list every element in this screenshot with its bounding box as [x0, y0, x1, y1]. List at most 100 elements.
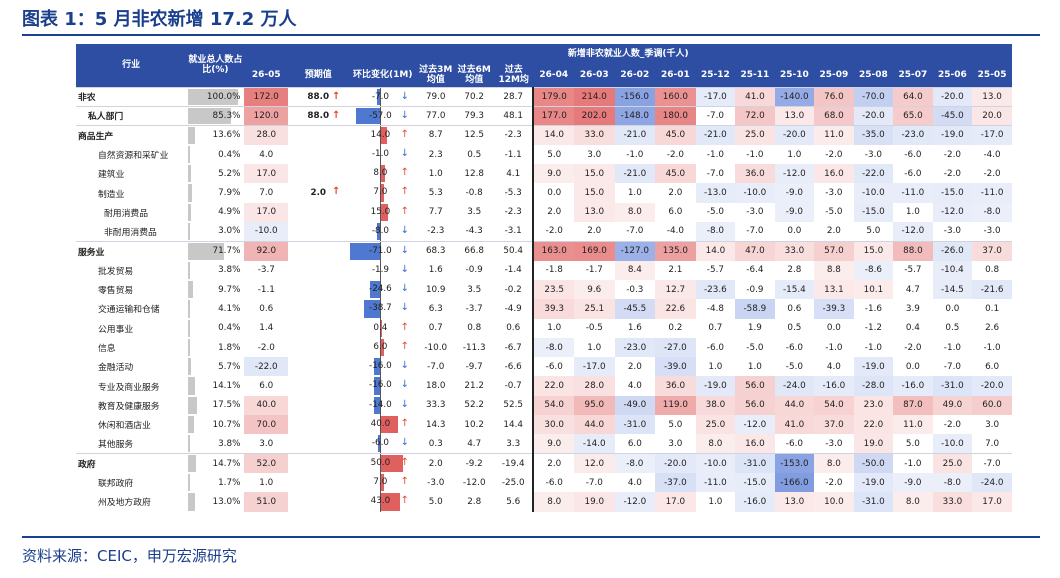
latest-value: 92.0 [244, 240, 289, 261]
mom-axis [380, 88, 382, 106]
top-rule [22, 34, 1040, 36]
latest-value: 1.4 [259, 323, 274, 334]
mom-bar [381, 473, 385, 492]
latest-value: -1.1 [257, 284, 275, 295]
history-value: 23.5 [532, 279, 574, 300]
history-value: -5.7 [904, 265, 922, 276]
mom-bar [381, 184, 385, 202]
history-value: -2.0 [943, 149, 961, 160]
share-value: 4.9% [218, 207, 241, 218]
header-col: 过去12M均 [493, 63, 534, 87]
row-label: 私人部门 [76, 105, 187, 126]
history-value: 163.0 [532, 240, 574, 261]
mom-change-cell: -38.7 ↓ [348, 299, 417, 319]
history-value: -6.0 [785, 342, 803, 353]
history-value: -7.0 [585, 477, 603, 488]
mom-change-cell: 7.0 ↑ [348, 183, 417, 203]
arrow-down-icon: ↓ [400, 282, 410, 294]
history-value: -5.0 [825, 207, 843, 218]
history-value: -15.0 [735, 472, 775, 493]
history-value: -10.4 [932, 260, 973, 280]
row-label: 州及地方政府 [98, 498, 151, 509]
mom-axis [380, 183, 382, 203]
arrow-down-icon: ↓ [400, 147, 410, 159]
history-value: 47.0 [735, 240, 775, 261]
average-m6: 12.5 [454, 125, 494, 145]
arrow-up-icon: ↑ [400, 186, 410, 198]
mom-axis [380, 318, 382, 338]
history-value: -0.5 [585, 323, 603, 334]
arrow-down-icon: ↓ [400, 379, 410, 391]
mom-value: -38.7 [369, 303, 392, 314]
share-cell: 85.3% [186, 105, 245, 126]
table-row: 交通运输和仓储 4.1% 0.6 -38.7 ↓ 6.3 -3.7 -4.9 39.3 25.1-… [76, 299, 1012, 319]
history-value: -1.0 [983, 342, 1001, 353]
history-value: 14.0 [532, 125, 574, 145]
latest-value: 70.0 [244, 415, 289, 435]
share-bar [188, 145, 191, 164]
forecast-cell [288, 473, 348, 492]
history-value: 72.0 [735, 105, 775, 126]
row-label: 非农 [76, 86, 187, 107]
share-value: 17.5% [212, 400, 241, 411]
forecast-cell [288, 415, 348, 434]
forecast-cell [288, 240, 349, 261]
average-m12: -4.9 [504, 303, 522, 314]
forecast-cell [288, 280, 348, 299]
mom-change-cell: -1.0 ↓ [348, 144, 417, 165]
average-m12: -1.1 [504, 149, 522, 160]
history-value: 25.0 [932, 453, 973, 473]
history-value: 37.0 [814, 415, 854, 435]
table-row: 州及地方政府 13.0% 51.0 43.0 ↑ 5.0 2.8 5.6 8.0 19.0 -12.… [76, 492, 1012, 512]
share-bar [188, 300, 191, 318]
history-value: -1.0 [864, 342, 882, 353]
history-value: -31.0 [735, 453, 775, 473]
history-value: 37.0 [972, 240, 1012, 261]
history-value: -7.0 [695, 105, 736, 126]
average-m12: -3.1 [504, 226, 522, 237]
history-value: -6.0 [904, 168, 922, 179]
share-cell: 14.7% [186, 453, 245, 473]
history-value: 88.0 [893, 240, 933, 261]
history-value: 0.2 [668, 323, 683, 334]
history-value: -26.0 [932, 240, 973, 261]
mom-axis [380, 434, 382, 454]
history-value: 68.0 [814, 105, 854, 126]
history-value: 2.0 [532, 202, 574, 223]
history-value: 15.0 [574, 183, 615, 203]
average-m3: 0.3 [428, 438, 443, 449]
history-value: 135.0 [655, 240, 696, 261]
history-value: 2.6 [985, 323, 1000, 334]
mom-change-cell: -14.0 ↓ [348, 395, 417, 416]
history-value: 44.0 [774, 395, 815, 416]
history-value: 8.0 [893, 492, 933, 512]
share-bar [188, 184, 193, 202]
average-m12: 14.4 [503, 419, 523, 430]
history-value: -2.0 [825, 477, 843, 488]
history-value: -9.0 [774, 202, 815, 223]
history-value: -5.7 [706, 265, 724, 276]
history-value: 8.0 [814, 453, 854, 473]
latest-value: 40.0 [244, 395, 289, 416]
history-value: -1.0 [893, 453, 933, 473]
average-m6: 2.8 [467, 496, 482, 507]
history-value: -37.0 [655, 472, 696, 493]
share-bar [188, 416, 194, 434]
history-value: 15.0 [853, 240, 894, 261]
arrow-down-icon: ↓ [400, 263, 410, 275]
mom-bar [350, 242, 381, 260]
header-col: 26-04 [533, 63, 574, 87]
arrow-up-icon: ↑ [400, 418, 410, 430]
mom-axis [380, 376, 382, 396]
header-col: 25-09 [814, 63, 854, 87]
mom-change-cell: -16.0 ↓ [348, 357, 417, 377]
history-value: 0.0 [945, 303, 960, 314]
history-value: 1.0 [708, 361, 723, 372]
history-value: -28.0 [853, 376, 894, 396]
share-bar [188, 377, 196, 395]
history-value: -21.0 [695, 125, 736, 145]
average-m6: 0.5 [467, 149, 482, 160]
history-value: -2.0 [825, 149, 843, 160]
share-bar [188, 203, 191, 222]
history-value: -6.0 [532, 472, 574, 493]
